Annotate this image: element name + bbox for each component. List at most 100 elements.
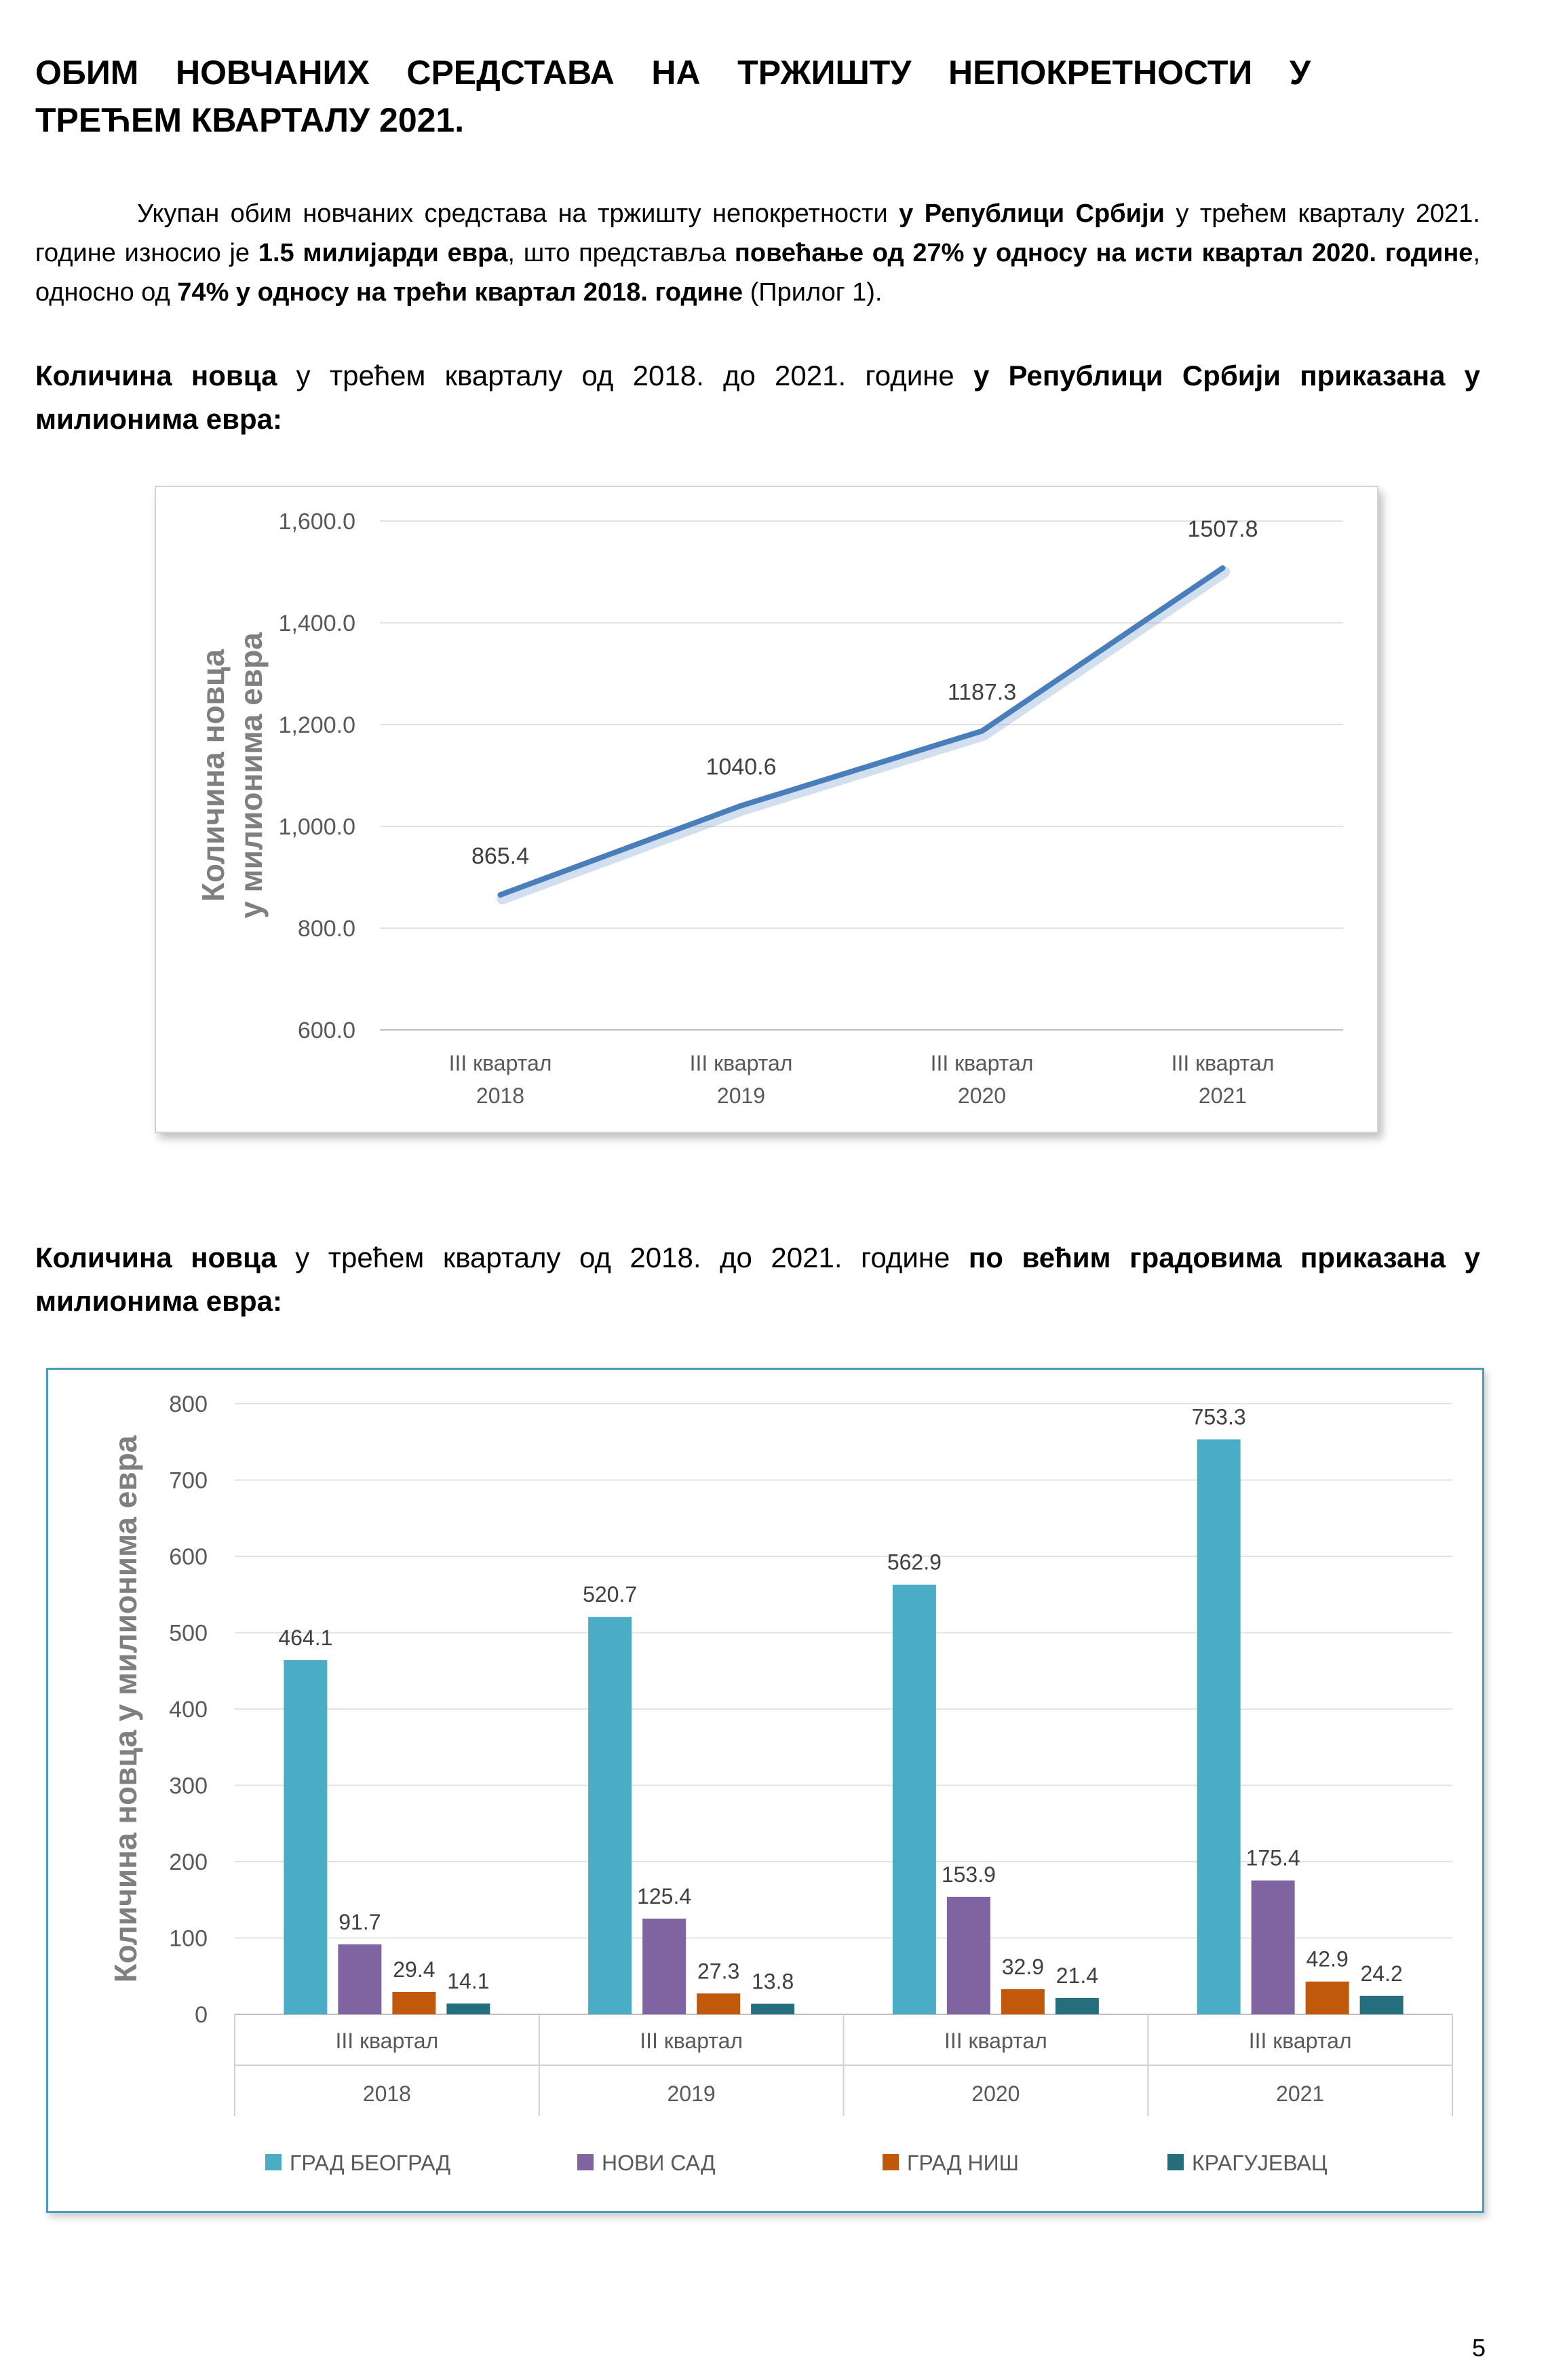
y-tick-label: 600.0 — [298, 1018, 355, 1043]
x-tick-label: 2019 — [717, 1083, 765, 1108]
bar — [946, 1896, 990, 2014]
x-tick-label: 2021 — [1199, 1083, 1247, 1108]
p3-bold-1: Количина новца — [35, 1242, 277, 1273]
y-tick-label: 800 — [169, 1391, 208, 1417]
data-label: 27.3 — [697, 1959, 739, 1983]
x-tick-label: III квартал — [931, 1051, 1034, 1075]
bar — [1251, 1880, 1295, 2014]
legend-label: ГРАД НИШ — [907, 2151, 1019, 2175]
x-tick-label: 2021 — [1276, 2081, 1324, 2106]
data-label: 464.1 — [278, 1626, 332, 1650]
bar — [1055, 1997, 1099, 2014]
bar — [588, 1617, 632, 2014]
y-tick-label: 1,400.0 — [279, 611, 355, 636]
y-tick-label: 1,200.0 — [279, 712, 355, 738]
p1-text-4: , односно од — [35, 239, 1480, 307]
data-label: 175.4 — [1246, 1846, 1300, 1870]
data-label: 520.7 — [583, 1582, 637, 1607]
page-number: 5 — [1471, 2334, 1486, 2362]
bar — [642, 1918, 686, 2014]
data-label: 1040.6 — [706, 754, 777, 780]
bar — [892, 1584, 936, 2014]
y-tick-label: 1,600.0 — [279, 509, 355, 535]
x-tick-label: III квартал — [1249, 2029, 1352, 2053]
data-label: 32.9 — [1002, 1955, 1044, 1979]
bar — [284, 1659, 328, 2014]
bar — [392, 1991, 436, 2014]
y-tick-label: 0 — [195, 2002, 208, 2028]
data-label: 91.7 — [338, 1910, 381, 1934]
p1-text-3: , што представља — [507, 239, 735, 267]
summary-paragraph: Укупан обим новчаних средстава на тржишт… — [35, 194, 1480, 312]
x-tick-label: III квартал — [944, 2029, 1047, 2053]
bar — [1001, 1989, 1045, 2014]
x-tick-label: III квартал — [640, 2029, 743, 2053]
legend-label: НОВИ САД — [602, 2151, 716, 2175]
page-heading: ОБИМ НОВЧАНИХ СРЕДСТАВА НА ТРЖИШТУ НЕПОК… — [35, 49, 1311, 144]
bar-chart-container: 0 100 200 300 400 500 600 700 800 Количина новца … — [46, 1368, 1484, 2213]
y-tick-label: 100 — [169, 1926, 208, 1952]
y-tick-label: 400 — [169, 1697, 208, 1723]
series-line — [497, 565, 1226, 898]
x-tick-label: 2019 — [667, 2081, 716, 2106]
bar — [1359, 1995, 1404, 2014]
p2-text-1: у трећем кварталу од 2018. до 2021. годи… — [277, 360, 973, 391]
data-label: 13.8 — [752, 1969, 794, 1993]
x-tick-label: III квартал — [449, 1051, 552, 1075]
heading-line-2: ТРЕЋЕМ КВАРТАЛУ 2021. — [35, 101, 465, 139]
data-label: 1187.3 — [948, 680, 1016, 706]
p1-text-2: у трећем кварталу 2021. године износио ј… — [35, 199, 1480, 267]
bar — [697, 1993, 741, 2014]
y-tick-label: 300 — [169, 1773, 208, 1799]
x-tick-label: 2020 — [971, 2081, 1020, 2106]
data-label: 1507.8 — [1188, 516, 1258, 542]
data-label: 153.9 — [942, 1862, 996, 1887]
y-tick-label: 500 — [169, 1621, 208, 1647]
legend-swatch — [265, 2154, 282, 2170]
p1-bold-3: повећање од 27% у односу на исти квартал… — [734, 239, 1473, 267]
p1-text-1: Укупан обим новчаних средстава на тржишт… — [137, 199, 899, 228]
x-tick-label: III квартал — [1172, 1051, 1275, 1075]
data-label: 865.4 — [471, 843, 529, 869]
bar — [1197, 1439, 1241, 2014]
p1-text-5: (Прилог 1). — [743, 278, 883, 307]
y-axis-title-line-2: у милионима евра — [233, 632, 269, 919]
bar — [1305, 1981, 1349, 2014]
p3-bold-2: по већим градовима приказана у милионима… — [35, 1242, 1481, 1317]
bar — [338, 1944, 382, 2014]
y-axis-title: Количина новца у милионима евра — [108, 1435, 143, 1982]
data-label: 125.4 — [637, 1884, 691, 1908]
y-axis-title-line-1: Количина новца — [195, 649, 231, 902]
line-chart: 600.0 800.0 1,000.0 1,200.0 1,400.0 1,600.0 Ко… — [195, 509, 1343, 1108]
p1-bold-2: 1.5 милијарди евра — [258, 239, 508, 267]
y-tick-label: 600 — [169, 1544, 208, 1570]
legend-label: КРАГУЈЕВАЦ — [1192, 2151, 1328, 2175]
bar — [751, 2003, 795, 2014]
p1-bold-1: у Републици Србији — [899, 199, 1165, 228]
y-tick-label: 200 — [169, 1849, 208, 1875]
bar — [446, 2003, 490, 2014]
heading-line-1: ОБИМ НОВЧАНИХ СРЕДСТАВА НА ТРЖИШТУ НЕПОК… — [35, 54, 1311, 92]
data-label: 14.1 — [447, 1969, 489, 1993]
line-chart-container: 600.0 800.0 1,000.0 1,200.0 1,400.0 1,600.0 Ко… — [155, 486, 1378, 1133]
p1-bold-4: 74% у односу на трећи квартал 2018. годи… — [177, 278, 743, 307]
series-line-shadow — [497, 567, 1231, 904]
legend-label: ГРАД БЕОГРАД — [290, 2151, 451, 2175]
y-tick-label: 800.0 — [298, 916, 355, 942]
x-tick-label: 2020 — [958, 1083, 1006, 1108]
legend-swatch — [883, 2154, 899, 2170]
legend-swatch — [577, 2154, 594, 2170]
chart2-caption: Количина новца у трећем кварталу од 2018… — [35, 1236, 1480, 1323]
data-label: 29.4 — [393, 1957, 435, 1982]
data-label: 562.9 — [887, 1550, 942, 1575]
x-tick-label: III квартал — [690, 1051, 793, 1075]
p2-bold-2: у Републици Србији приказана у милионима… — [35, 360, 1481, 435]
x-tick-label: 2018 — [476, 1083, 524, 1108]
y-tick-label: 1,000.0 — [279, 814, 355, 840]
data-label: 42.9 — [1306, 1947, 1348, 1972]
data-label: 24.2 — [1360, 1961, 1402, 1986]
y-tick-label: 700 — [169, 1468, 208, 1494]
chart1-caption: Количина новца у трећем кварталу од 2018… — [35, 354, 1480, 441]
p2-bold-1: Количина новца — [35, 360, 277, 391]
x-tick-label: III квартал — [335, 2029, 438, 2053]
